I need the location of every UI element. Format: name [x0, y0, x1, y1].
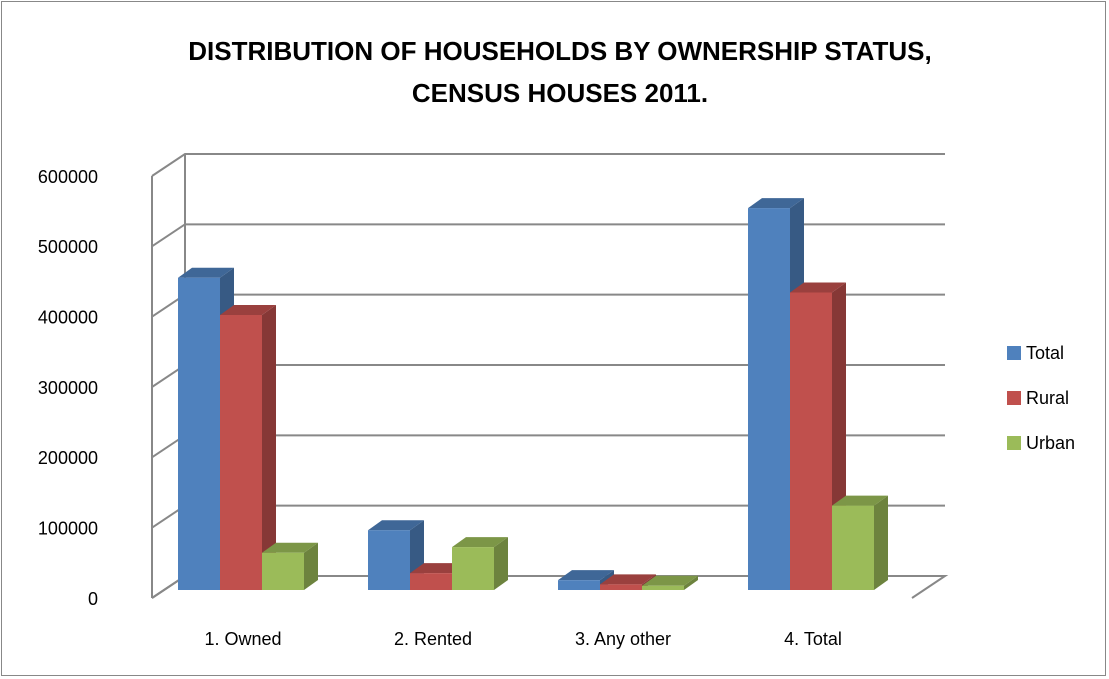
bar-front [748, 208, 790, 590]
y-tick-label: 500000 [38, 237, 98, 257]
y-tick-label: 100000 [38, 518, 98, 538]
bar [642, 575, 698, 590]
bar-top [832, 495, 888, 506]
bar-front [368, 530, 410, 590]
legend-label: Rural [1026, 388, 1069, 408]
bar-top [368, 520, 424, 531]
bar-top [642, 575, 698, 586]
chart-title: DISTRIBUTION OF HOUSEHOLDS BY OWNERSHIP … [188, 36, 932, 108]
bar-top [748, 198, 804, 209]
bar-front [642, 585, 684, 590]
bar-top [600, 574, 656, 585]
bar-side [494, 537, 508, 590]
bar-front [178, 277, 220, 590]
bar [832, 495, 888, 590]
bar-front [832, 505, 874, 590]
y-tick-label: 200000 [38, 448, 98, 468]
legend-label: Total [1026, 343, 1064, 363]
bar [220, 304, 276, 590]
bar-front [452, 547, 494, 590]
bar-side [262, 304, 276, 590]
bar [452, 537, 508, 590]
bar-front [220, 314, 262, 590]
legend-swatch [1007, 391, 1021, 405]
bar-front [600, 584, 642, 590]
bar-front [410, 573, 452, 590]
bar-front [558, 580, 600, 590]
x-tick-label: 3. Any other [575, 629, 671, 649]
bar-side [874, 495, 888, 590]
legend-swatch [1007, 436, 1021, 450]
bar-side [304, 542, 318, 590]
bar-front [790, 292, 832, 590]
bar-front [262, 552, 304, 590]
grid-line [151, 153, 945, 177]
bar-top [452, 537, 508, 548]
x-tick-label: 2. Rented [394, 629, 472, 649]
legend-label: Urban [1026, 433, 1075, 453]
grid-line [151, 223, 945, 248]
x-tick-label: 1. Owned [204, 629, 281, 649]
bar-top [220, 304, 276, 315]
y-tick-label: 400000 [38, 307, 98, 327]
y-tick-label: 600000 [38, 167, 98, 187]
bar-top [558, 570, 614, 581]
y-tick-label: 0 [88, 589, 98, 609]
bar [262, 542, 318, 590]
y-tick-label: 300000 [38, 378, 98, 398]
bar-top [262, 542, 318, 553]
legend-swatch [1007, 346, 1021, 360]
x-tick-label: 4. Total [784, 629, 842, 649]
bar-top [790, 282, 846, 293]
bar-top [178, 267, 234, 278]
bar-side [684, 575, 698, 590]
